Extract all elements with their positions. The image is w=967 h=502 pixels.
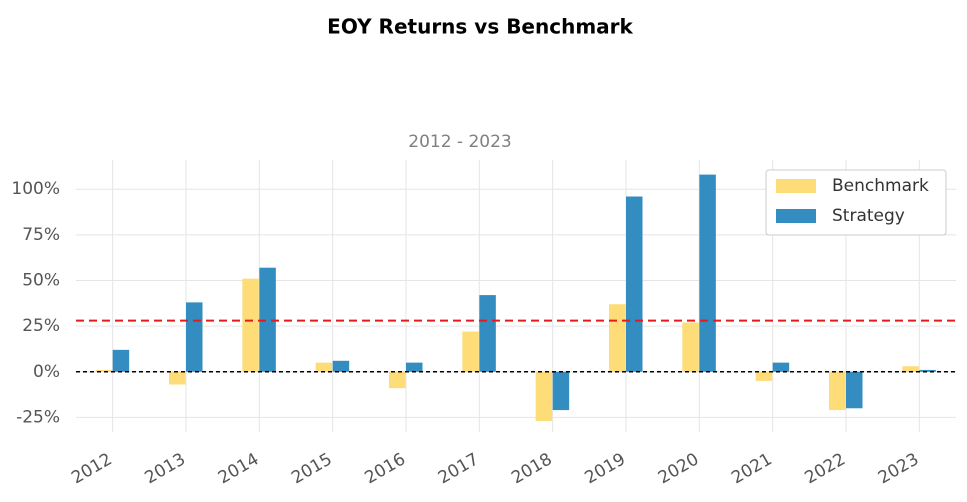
bar [919, 369, 936, 372]
bar [169, 371, 186, 385]
x-tick-label: 2017 [435, 449, 482, 488]
legend-label: Benchmark [832, 176, 929, 196]
chart-title: EOY Returns vs Benchmark [327, 15, 633, 39]
x-tick-label: 2015 [288, 449, 335, 488]
bar [682, 322, 699, 372]
bar [846, 371, 863, 409]
bar [755, 371, 773, 381]
x-tick-label: 2012 [68, 449, 115, 488]
x-tick-label: 2023 [875, 449, 922, 488]
bar [609, 304, 626, 372]
legend-label: Strategy [832, 206, 905, 226]
x-tick-label: 2016 [362, 449, 409, 488]
bar [626, 196, 643, 372]
y-tick-label: 75% [22, 225, 60, 245]
bar [406, 362, 423, 372]
x-tick-label: 2014 [215, 449, 262, 488]
y-tick-label: 100% [11, 179, 60, 199]
bar [242, 278, 259, 372]
bar [902, 366, 919, 372]
chart-subtitle: 2012 - 2023 [408, 132, 511, 152]
x-tick-label: 2021 [728, 449, 775, 488]
bar [389, 371, 406, 389]
bar [95, 369, 113, 372]
bar [479, 295, 496, 372]
bar [462, 331, 479, 372]
bar [332, 360, 350, 372]
bar [552, 371, 570, 411]
x-tick-label: 2019 [582, 449, 629, 488]
y-tick-label: 50% [22, 270, 60, 290]
bar [186, 302, 203, 372]
x-tick-label: 2018 [508, 449, 555, 488]
bar [772, 362, 790, 372]
x-tick-label: 2020 [655, 449, 702, 488]
x-tick-label: 2013 [142, 449, 189, 488]
y-tick-label: 25% [22, 316, 60, 336]
legend-swatch [776, 179, 816, 193]
bar [112, 349, 130, 372]
legend-swatch [776, 209, 816, 223]
y-tick-label: -25% [16, 407, 60, 427]
bar [829, 371, 846, 411]
x-tick-label: 2022 [802, 449, 849, 488]
bar [699, 174, 716, 372]
bar [259, 267, 276, 372]
bar [535, 371, 553, 422]
y-tick-label: 0% [33, 362, 60, 382]
bar [315, 362, 333, 372]
